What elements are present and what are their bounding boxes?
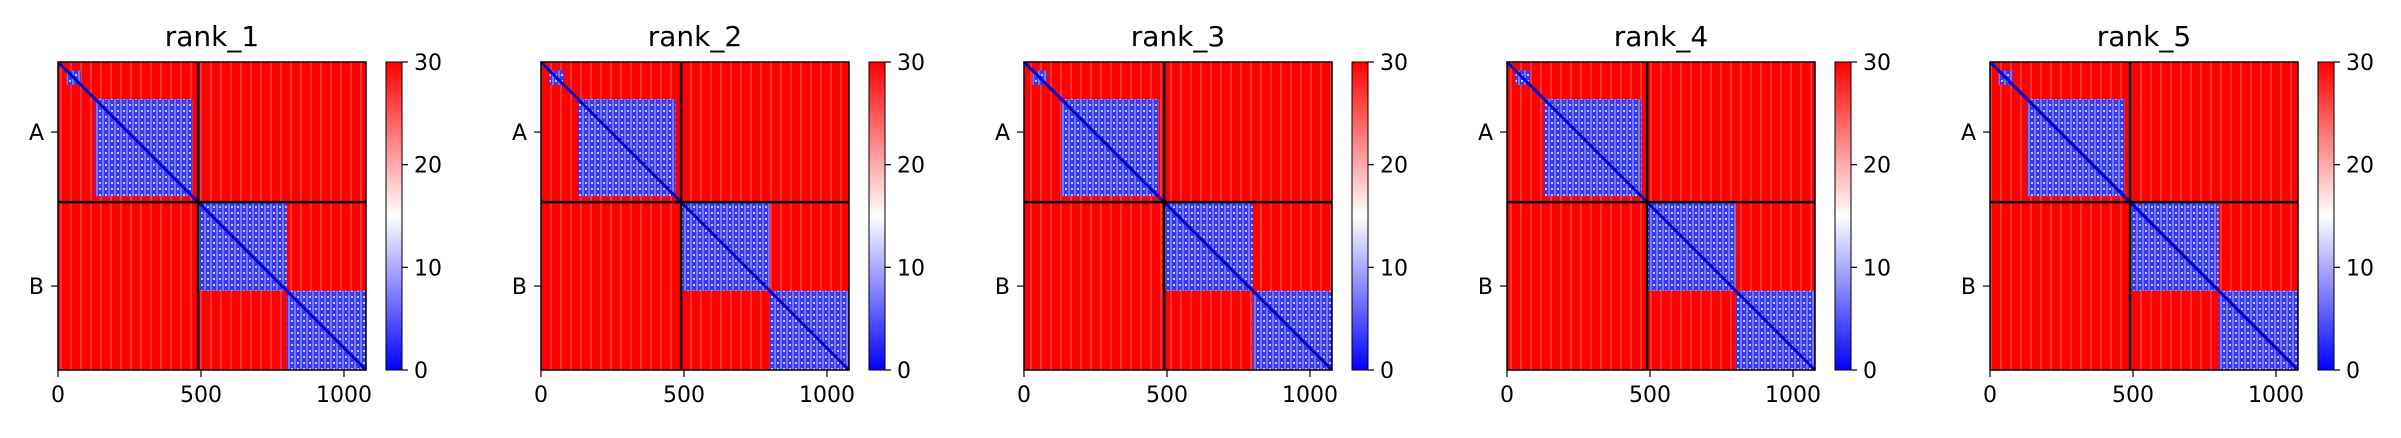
heatmap-panel-5: rank_5 0 500 1000 A B 0 10 20 30 [1961, 20, 2374, 408]
y-tick-label-chain-B: B [995, 275, 1010, 300]
y-tick-label-chain-A: A [29, 121, 44, 146]
diagonal-line [1505, 60, 1817, 372]
colorbar-tick-label: 10 [414, 256, 442, 281]
x-tick-label: 1000 [2248, 383, 2304, 408]
y-tick-label-chain-B: B [1478, 275, 1493, 300]
x-tick-label: 500 [1146, 383, 1188, 408]
colorbar-tick-label: 0 [1863, 359, 1877, 384]
heatmap-panel-2: rank_2 0 500 1000 A B 0 10 20 30 [512, 20, 925, 408]
y-tick-label-chain-A: A [1961, 121, 1976, 146]
x-tick-label: 1000 [1765, 383, 1821, 408]
colorbar-tick-label: 30 [1380, 51, 1408, 76]
diagonal-line [1022, 60, 1334, 372]
panel-title: rank_4 [1614, 20, 1708, 53]
panel-title: rank_1 [165, 20, 259, 53]
colorbar-tick-label: 0 [414, 359, 428, 384]
diagonal-line [1988, 60, 2300, 372]
diagonal-line [56, 60, 368, 372]
colorbar-tick-label: 30 [1863, 51, 1891, 76]
colorbar-tick-label: 20 [2346, 154, 2374, 179]
x-tick-label: 0 [1983, 383, 1997, 408]
x-tick-label: 500 [2112, 383, 2154, 408]
x-tick-label: 0 [1500, 383, 1514, 408]
panel-title: rank_5 [2097, 20, 2191, 53]
x-tick-label: 1000 [1282, 383, 1338, 408]
colorbar-tick-label: 30 [897, 51, 925, 76]
colorbar-tick-label: 30 [2346, 51, 2374, 76]
heatmap-panel-4: rank_4 0 500 1000 A B 0 10 20 30 [1478, 20, 1891, 408]
panel-title: rank_3 [1131, 20, 1225, 53]
y-tick-label-chain-B: B [1961, 275, 1976, 300]
colorbar-tick-label: 20 [1863, 154, 1891, 179]
colorbar-tick-label: 10 [1380, 256, 1408, 281]
plot-frame [540, 61, 850, 371]
colorbar-tick-label: 20 [1380, 154, 1408, 179]
x-tick-label: 1000 [316, 383, 372, 408]
colorbar [1834, 61, 1852, 371]
x-tick-label: 500 [663, 383, 705, 408]
y-tick-label-chain-A: A [995, 121, 1010, 146]
x-tick-label: 0 [51, 383, 65, 408]
colorbar-tick-label: 0 [897, 359, 911, 384]
x-tick-label: 1000 [799, 383, 855, 408]
plot-frame [57, 61, 367, 371]
colorbar [868, 61, 886, 371]
colorbar-tick-label: 30 [414, 51, 442, 76]
y-tick-label-chain-B: B [29, 275, 44, 300]
heatmap-panel-1: rank_1 0 500 1000 A B 0 10 20 30 [29, 20, 442, 408]
colorbar [1351, 61, 1369, 371]
plot-frame [1989, 61, 2299, 371]
colorbar-tick-label: 10 [897, 256, 925, 281]
colorbar-tick-label: 10 [1863, 256, 1891, 281]
y-tick-label-chain-B: B [512, 275, 527, 300]
colorbar-tick-label: 20 [414, 154, 442, 179]
x-tick-label: 500 [180, 383, 222, 408]
x-tick-label: 0 [534, 383, 548, 408]
colorbar-tick-label: 0 [2346, 359, 2360, 384]
plot-frame [1023, 61, 1333, 371]
y-tick-label-chain-A: A [1478, 121, 1493, 146]
colorbar-tick-label: 0 [1380, 359, 1394, 384]
panel-title: rank_2 [648, 20, 742, 53]
plot-frame [1506, 61, 1816, 371]
colorbar-tick-label: 20 [897, 154, 925, 179]
colorbar [2317, 61, 2335, 371]
y-tick-label-chain-A: A [512, 121, 527, 146]
x-tick-label: 0 [1017, 383, 1031, 408]
colorbar-tick-label: 10 [2346, 256, 2374, 281]
diagonal-line [539, 60, 851, 372]
colorbar [385, 61, 403, 371]
heatmap-panel-3: rank_3 0 500 1000 A B 0 10 20 30 [995, 20, 1408, 408]
x-tick-label: 500 [1629, 383, 1671, 408]
